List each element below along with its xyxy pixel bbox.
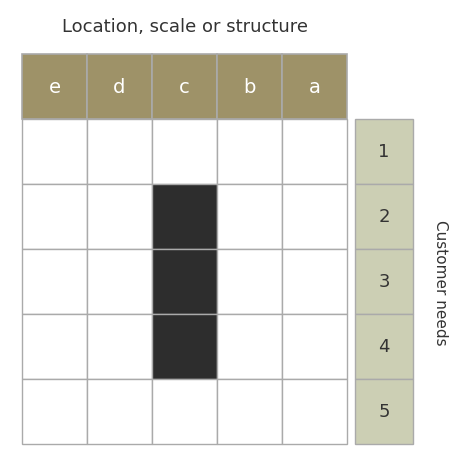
- Bar: [217, 184, 282, 249]
- Bar: [282, 55, 347, 120]
- Bar: [282, 120, 347, 184]
- Text: 5: 5: [378, 403, 390, 421]
- Bar: [217, 55, 282, 120]
- Bar: [87, 120, 152, 184]
- Bar: [152, 314, 217, 379]
- Bar: [217, 314, 282, 379]
- Text: e: e: [49, 78, 60, 97]
- Text: Location, scale or structure: Location, scale or structure: [62, 18, 307, 36]
- Bar: [22, 184, 87, 249]
- Bar: [152, 249, 217, 314]
- Bar: [282, 379, 347, 444]
- Text: Customer needs: Customer needs: [433, 219, 449, 345]
- Bar: [282, 314, 347, 379]
- Bar: [355, 249, 413, 314]
- Bar: [22, 314, 87, 379]
- Bar: [22, 120, 87, 184]
- Bar: [87, 55, 152, 120]
- Text: a: a: [309, 78, 320, 97]
- Bar: [22, 55, 87, 120]
- Bar: [217, 379, 282, 444]
- Bar: [152, 379, 217, 444]
- Text: 4: 4: [378, 338, 390, 356]
- Bar: [87, 314, 152, 379]
- Bar: [22, 379, 87, 444]
- Text: c: c: [179, 78, 190, 97]
- Bar: [355, 379, 413, 444]
- Text: d: d: [113, 78, 126, 97]
- Bar: [355, 314, 413, 379]
- Bar: [87, 249, 152, 314]
- Bar: [217, 249, 282, 314]
- Bar: [152, 55, 217, 120]
- Bar: [217, 120, 282, 184]
- Text: b: b: [243, 78, 256, 97]
- Text: 2: 2: [378, 208, 390, 226]
- Bar: [355, 120, 413, 184]
- Bar: [282, 184, 347, 249]
- Bar: [22, 249, 87, 314]
- Text: 1: 1: [378, 143, 390, 161]
- Bar: [152, 120, 217, 184]
- Bar: [152, 184, 217, 249]
- Text: 3: 3: [378, 273, 390, 291]
- Bar: [282, 249, 347, 314]
- Bar: [87, 184, 152, 249]
- Bar: [87, 379, 152, 444]
- Bar: [355, 184, 413, 249]
